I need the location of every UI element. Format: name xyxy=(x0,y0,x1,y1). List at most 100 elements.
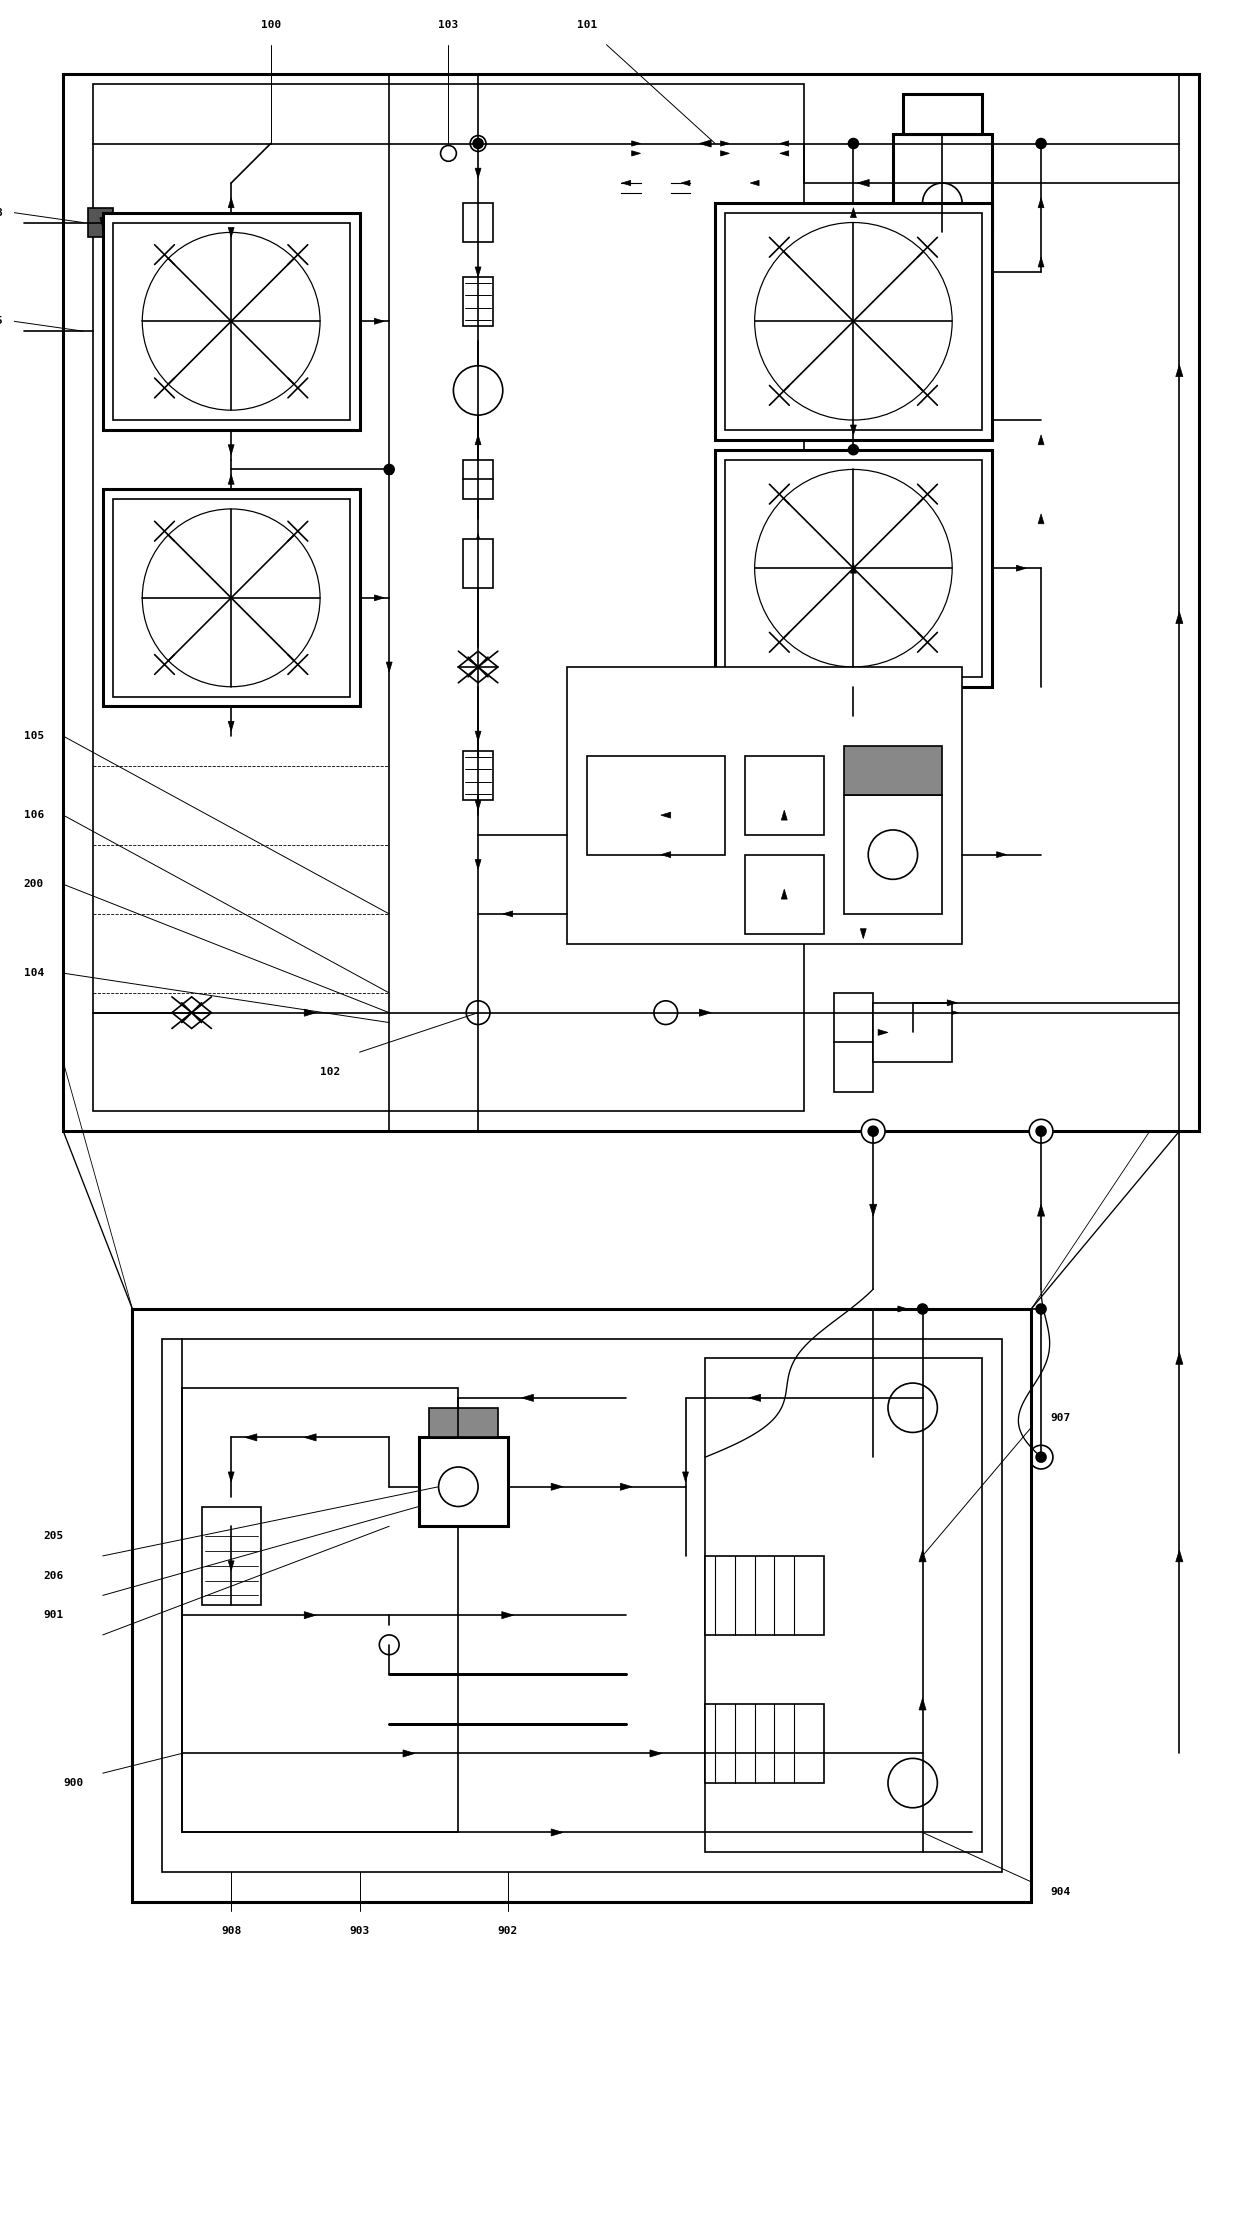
Polygon shape xyxy=(780,142,789,146)
Circle shape xyxy=(384,465,394,474)
Polygon shape xyxy=(475,168,481,177)
Polygon shape xyxy=(898,1306,908,1312)
Circle shape xyxy=(800,268,906,374)
Polygon shape xyxy=(403,1750,415,1757)
Polygon shape xyxy=(946,139,959,146)
Circle shape xyxy=(474,139,484,148)
Circle shape xyxy=(888,1759,937,1808)
Bar xyxy=(706,1704,823,1784)
Polygon shape xyxy=(228,1560,234,1571)
Bar xyxy=(103,212,360,429)
Polygon shape xyxy=(502,912,512,916)
Bar xyxy=(63,75,1199,1131)
Bar xyxy=(893,133,992,232)
Bar xyxy=(113,224,350,420)
Polygon shape xyxy=(228,197,234,208)
Text: 903: 903 xyxy=(350,1925,370,1936)
Polygon shape xyxy=(720,142,729,146)
Polygon shape xyxy=(650,1750,662,1757)
Circle shape xyxy=(918,1303,928,1315)
Circle shape xyxy=(862,1120,885,1144)
Polygon shape xyxy=(997,852,1007,859)
Circle shape xyxy=(212,301,250,341)
Bar xyxy=(162,1339,1002,1872)
Polygon shape xyxy=(878,1029,888,1036)
Bar xyxy=(903,95,982,133)
Polygon shape xyxy=(99,217,105,228)
Circle shape xyxy=(223,591,239,606)
Polygon shape xyxy=(781,890,787,898)
Bar xyxy=(464,750,494,801)
Polygon shape xyxy=(522,1394,533,1401)
Polygon shape xyxy=(682,1472,688,1483)
Text: 8: 8 xyxy=(0,208,2,217)
Bar xyxy=(464,538,494,589)
Circle shape xyxy=(811,527,895,611)
Polygon shape xyxy=(869,1204,877,1217)
Circle shape xyxy=(379,1635,399,1655)
Text: 101: 101 xyxy=(577,20,596,31)
Polygon shape xyxy=(780,150,789,157)
Circle shape xyxy=(823,290,884,352)
Circle shape xyxy=(143,509,320,686)
Circle shape xyxy=(766,480,941,655)
Bar xyxy=(182,1388,459,1832)
Text: 908: 908 xyxy=(221,1925,242,1936)
Polygon shape xyxy=(228,228,234,237)
Polygon shape xyxy=(681,179,689,186)
Polygon shape xyxy=(919,1697,926,1711)
Circle shape xyxy=(846,560,862,575)
Bar xyxy=(133,1308,1032,1901)
Polygon shape xyxy=(475,533,481,544)
Text: 206: 206 xyxy=(43,1571,63,1580)
Circle shape xyxy=(766,235,941,409)
Polygon shape xyxy=(459,651,497,684)
Circle shape xyxy=(868,1452,878,1463)
Circle shape xyxy=(188,555,274,640)
Circle shape xyxy=(888,1383,937,1432)
Text: 5: 5 xyxy=(0,316,2,325)
Circle shape xyxy=(789,505,918,633)
Polygon shape xyxy=(374,595,384,600)
Polygon shape xyxy=(781,810,787,821)
Polygon shape xyxy=(861,929,867,938)
Circle shape xyxy=(835,301,873,341)
Circle shape xyxy=(846,314,862,330)
Polygon shape xyxy=(620,1483,632,1489)
Polygon shape xyxy=(386,662,392,673)
Polygon shape xyxy=(386,465,392,474)
Circle shape xyxy=(1037,1303,1047,1315)
Bar xyxy=(715,204,992,440)
Polygon shape xyxy=(552,1483,563,1489)
Polygon shape xyxy=(621,179,631,186)
Circle shape xyxy=(177,544,285,653)
Polygon shape xyxy=(851,208,857,217)
Text: 907: 907 xyxy=(1050,1412,1071,1423)
Polygon shape xyxy=(228,1472,234,1483)
Circle shape xyxy=(848,139,858,148)
Bar xyxy=(93,84,804,1111)
Bar xyxy=(429,1407,497,1438)
Bar xyxy=(893,232,992,261)
Bar xyxy=(843,746,942,794)
Bar xyxy=(113,500,350,697)
Bar xyxy=(103,489,360,706)
Circle shape xyxy=(188,279,274,363)
Polygon shape xyxy=(1176,611,1183,624)
Circle shape xyxy=(755,224,952,420)
Text: 900: 900 xyxy=(63,1777,83,1788)
Bar xyxy=(464,460,494,500)
Text: 104: 104 xyxy=(24,967,43,978)
Circle shape xyxy=(454,365,502,416)
Circle shape xyxy=(470,135,486,150)
Circle shape xyxy=(165,531,296,664)
Circle shape xyxy=(474,1007,484,1018)
Polygon shape xyxy=(228,445,234,454)
Polygon shape xyxy=(228,474,234,485)
Circle shape xyxy=(1037,1126,1047,1135)
Polygon shape xyxy=(246,1434,257,1441)
Polygon shape xyxy=(1038,197,1044,208)
Circle shape xyxy=(800,516,906,622)
Circle shape xyxy=(165,254,296,387)
Circle shape xyxy=(862,1445,885,1469)
